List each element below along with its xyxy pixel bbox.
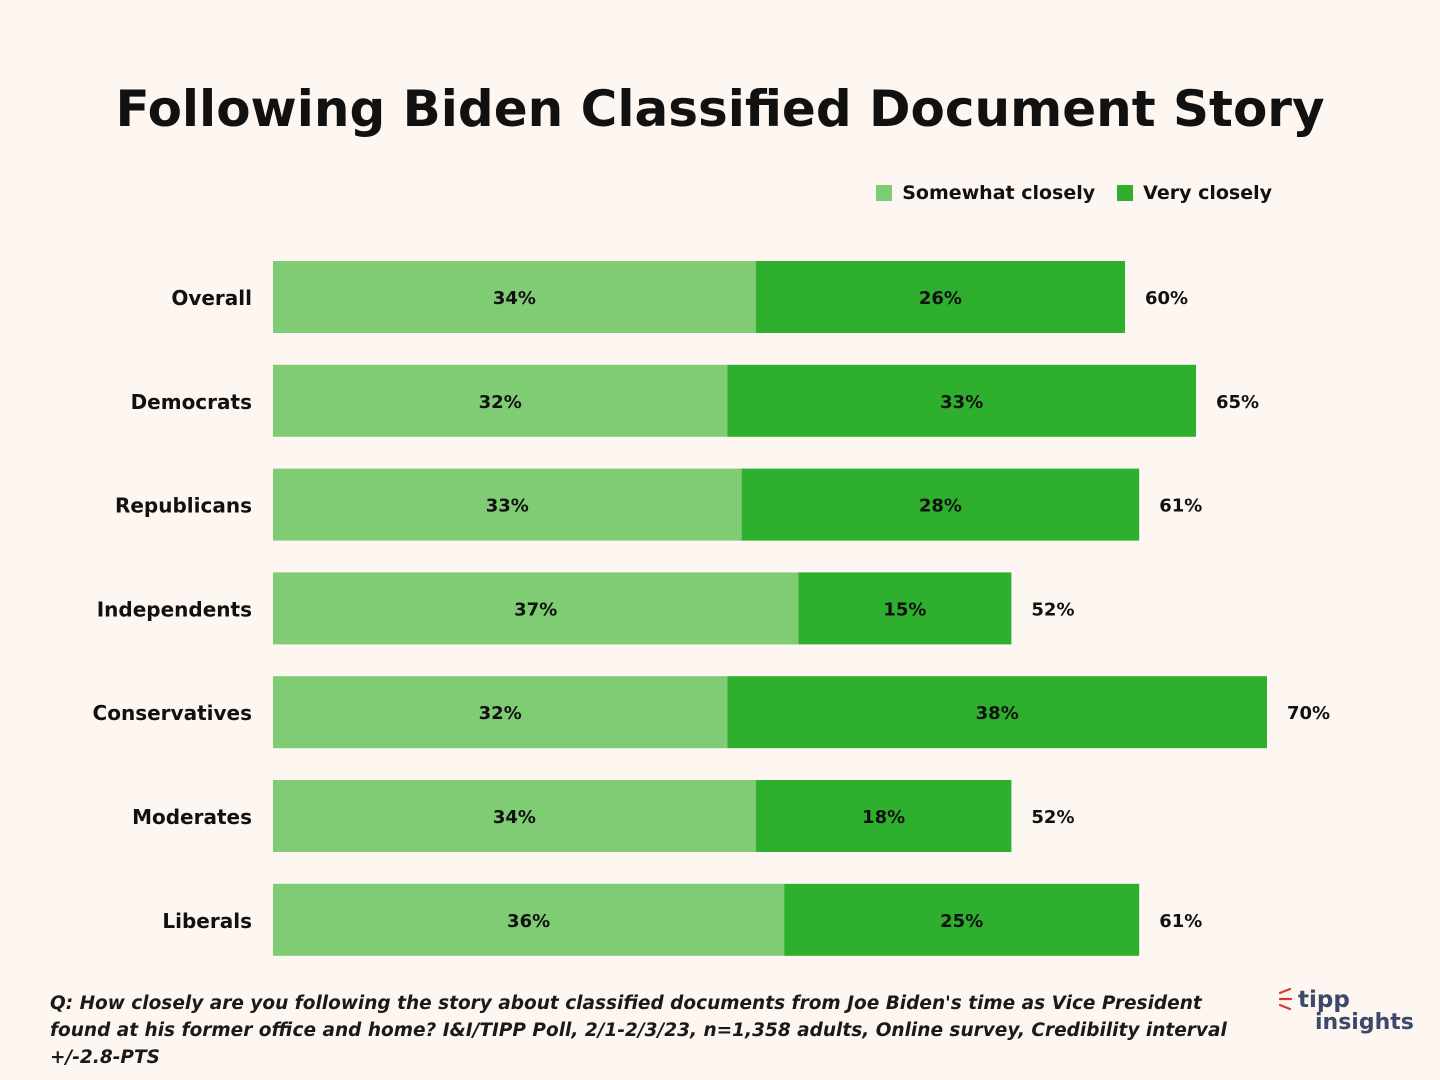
total-label-independents: 52% xyxy=(1031,599,1074,620)
bar-overall-series-1 xyxy=(755,261,1125,333)
data-label-independents-series-1: 15% xyxy=(883,599,926,620)
footnote: Q: How closely are you following the sto… xyxy=(50,990,1250,1071)
data-label-liberals-series-0: 36% xyxy=(507,911,550,932)
bar-conservatives-series-1 xyxy=(727,676,1267,749)
data-label-democrats-series-1: 33% xyxy=(940,392,983,413)
chart-title: Following Biden Classified Document Stor… xyxy=(115,80,1325,138)
category-label-republicans: Republicans xyxy=(115,494,252,518)
bar-conservatives-series-0 xyxy=(273,676,728,749)
footnote-line-2: found at his former office and home? I&I… xyxy=(50,1020,1227,1068)
total-label-democrats: 65% xyxy=(1216,392,1259,413)
bar-overall-series-0 xyxy=(273,261,756,333)
legend-swatch-very-closely xyxy=(1117,185,1134,201)
data-label-liberals-series-1: 25% xyxy=(940,911,983,932)
data-label-republicans-series-0: 33% xyxy=(486,496,529,517)
bar-republicans-series-0 xyxy=(273,468,742,541)
data-label-republicans-series-1: 28% xyxy=(919,496,962,517)
data-label-overall-series-1: 26% xyxy=(919,288,962,309)
category-label-independents: Independents xyxy=(97,597,252,621)
data-label-democrats-series-0: 32% xyxy=(479,392,522,413)
data-label-overall-series-0: 34% xyxy=(493,288,536,309)
category-label-overall: Overall xyxy=(171,286,252,310)
category-label-liberals: Liberals xyxy=(162,909,252,933)
category-label-conservatives: Conservatives xyxy=(93,701,252,725)
bar-moderates-series-0 xyxy=(273,780,756,852)
bar-independents-series-0 xyxy=(273,572,799,645)
legend-item-somewhat-closely: Somewhat closely xyxy=(876,182,1095,204)
total-label-conservatives: 70% xyxy=(1287,703,1330,724)
data-label-independents-series-0: 37% xyxy=(514,599,557,620)
legend-item-very-closely: Very closely xyxy=(1117,182,1272,204)
logo-mark-icon xyxy=(1278,987,1293,1011)
total-label-liberals: 61% xyxy=(1159,911,1202,932)
bar-democrats-series-1 xyxy=(727,364,1196,437)
data-label-conservatives-series-1: 38% xyxy=(976,703,1019,724)
bar-independents-series-1 xyxy=(798,572,1012,645)
data-label-conservatives-series-0: 32% xyxy=(479,703,522,724)
bar-moderates-series-1 xyxy=(755,780,1012,852)
total-label-overall: 60% xyxy=(1145,288,1188,309)
bar-liberals-series-0 xyxy=(273,883,785,956)
legend-swatch-somewhat-closely xyxy=(876,185,893,201)
chart-legend: Somewhat closely Very closely xyxy=(876,182,1272,204)
tipp-insights-logo: tipp insights xyxy=(1278,987,1414,1035)
bar-liberals-series-1 xyxy=(784,883,1140,956)
bar-democrats-series-0 xyxy=(273,364,728,437)
legend-label-very-closely: Very closely xyxy=(1143,182,1272,204)
legend-label-somewhat-closely: Somewhat closely xyxy=(902,182,1096,204)
data-label-moderates-series-1: 18% xyxy=(862,807,905,828)
data-label-moderates-series-0: 34% xyxy=(493,807,536,828)
total-label-moderates: 52% xyxy=(1031,807,1074,828)
bar-republicans-series-1 xyxy=(741,468,1140,541)
logo-text-insights: insights xyxy=(1315,1010,1414,1035)
logo-text-tipp: tipp xyxy=(1298,987,1350,1013)
category-label-moderates: Moderates xyxy=(132,805,252,829)
category-label-democrats: Democrats xyxy=(131,390,252,414)
total-label-republicans: 61% xyxy=(1159,496,1202,517)
footnote-line-1: Q: How closely are you following the sto… xyxy=(50,993,1202,1014)
